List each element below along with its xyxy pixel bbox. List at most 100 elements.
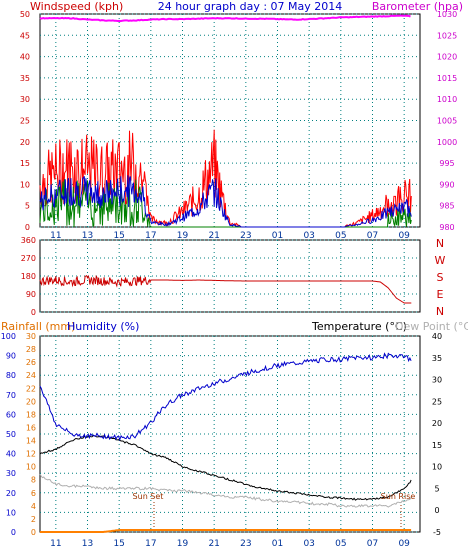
rain-tick-label: 6 [31, 489, 36, 498]
dewpoint-line [39, 474, 412, 508]
series-layer [39, 14, 412, 533]
wind-tick-label: 35 [20, 74, 30, 83]
direction-tick-label: 270 [21, 254, 36, 263]
x-tick-label-bottom: 11 [50, 539, 61, 549]
wind-tick-label: 25 [20, 117, 30, 126]
rain-tick-label: 2 [31, 515, 36, 524]
baro-tick-label: 1020 [437, 53, 457, 62]
windspeed-title: Windspeed (kph) [30, 0, 123, 13]
temp-tick-label: -5 [433, 528, 441, 537]
rain-tick-label: 16 [26, 423, 36, 432]
temperature-title: Temperature (°C) [311, 320, 407, 333]
rain-tick-label: 10 [26, 463, 36, 472]
humidity-tick-label: 30 [6, 469, 16, 478]
label-layer: 1111131315151717191921212323010103030505… [1, 10, 457, 549]
baro-tick-label: 1015 [437, 74, 457, 83]
graph-title: 24 hour graph day : 07 May 2014 [158, 0, 343, 13]
baro-tick-label: 995 [439, 159, 454, 168]
humidity-tick-label: 100 [1, 332, 16, 341]
rain-tick-label: 26 [26, 358, 36, 367]
rain-tick-label: 8 [31, 476, 36, 485]
sunrise-label: Sun Rise [381, 492, 416, 501]
x-tick-label-bottom: 09 [398, 539, 410, 549]
wind-tick-label: 0 [25, 223, 30, 232]
humidity-tick-label: 0 [11, 528, 16, 537]
rain-tick-label: 30 [26, 332, 36, 341]
baro-tick-label: 1025 [437, 31, 457, 40]
rain-tick-label: 0 [31, 528, 36, 537]
x-tick-label-bottom: 19 [177, 539, 189, 549]
rain-tick-label: 22 [26, 384, 36, 393]
x-tick-label-top: 01 [272, 231, 283, 241]
x-tick-label-bottom: 17 [145, 539, 156, 549]
temp-tick-label: 30 [432, 376, 442, 385]
direction-tick-label: 0 [31, 308, 36, 317]
wind-tick-label: 10 [20, 180, 30, 189]
x-tick-label-top: 07 [367, 231, 378, 241]
compass-label: N [436, 237, 444, 250]
x-tick-label-top: 15 [113, 231, 124, 241]
wind-tick-label: 45 [20, 31, 30, 40]
temp-tick-label: 10 [432, 463, 442, 472]
temp-tick-label: 5 [434, 484, 439, 493]
rainfall-line [40, 529, 412, 533]
rainfall-title: Rainfall (mm) [1, 320, 75, 333]
direction-tick-label: 180 [21, 272, 36, 281]
compass-label: E [437, 288, 444, 301]
humidity-line [39, 352, 412, 442]
x-tick-label-bottom: 07 [367, 539, 378, 549]
wind-average-line [39, 175, 412, 228]
barometer-line [39, 14, 411, 23]
humidity-tick-label: 90 [6, 352, 16, 361]
wind-green-line [39, 179, 412, 228]
x-tick-label-top: 13 [82, 231, 93, 241]
windspeed-line [39, 129, 412, 228]
rain-tick-label: 4 [31, 502, 36, 511]
compass-label: S [437, 271, 444, 284]
rain-tick-label: 20 [26, 397, 36, 406]
baro-tick-label: 985 [439, 202, 454, 211]
temp-tick-label: 0 [434, 506, 439, 515]
x-tick-label-bottom: 15 [113, 539, 124, 549]
humidity-tick-label: 70 [6, 391, 16, 400]
humidity-tick-label: 10 [6, 508, 16, 517]
x-tick-label-top: 09 [398, 231, 410, 241]
humidity-tick-label: 60 [6, 410, 16, 419]
temp-tick-label: 40 [432, 332, 442, 341]
humidity-tick-label: 80 [6, 371, 16, 380]
humidity-tick-label: 40 [6, 450, 16, 459]
temp-tick-label: 25 [432, 397, 442, 406]
temp-tick-label: 35 [432, 354, 442, 363]
wind-tick-label: 20 [20, 138, 30, 147]
wind-tick-label: 50 [20, 10, 30, 19]
rain-tick-label: 18 [26, 410, 36, 419]
temp-tick-label: 20 [432, 419, 442, 428]
baro-tick-label: 1005 [437, 117, 457, 126]
rain-tick-label: 14 [26, 437, 36, 446]
x-tick-label-top: 05 [335, 231, 346, 241]
x-tick-label-bottom: 03 [303, 539, 314, 549]
baro-tick-label: 1000 [437, 138, 457, 147]
temperature-line [39, 435, 412, 501]
x-tick-label-top: 03 [303, 231, 314, 241]
x-tick-label-top: 23 [240, 231, 251, 241]
sunset-label: Sun Set [133, 492, 164, 501]
wind-tick-label: 15 [20, 159, 30, 168]
wind-tick-label: 5 [25, 202, 30, 211]
x-tick-label-bottom: 23 [240, 539, 251, 549]
x-tick-label-top: 11 [50, 231, 61, 241]
wind-tick-label: 30 [20, 95, 30, 104]
compass-label: N [436, 305, 444, 318]
grid-layer [40, 13, 420, 533]
x-tick-label-top: 19 [177, 231, 189, 241]
dewpoint-title: Dew Point (°C) [395, 320, 468, 333]
x-tick-label-bottom: 05 [335, 539, 346, 549]
baro-tick-label: 990 [439, 180, 454, 189]
compass-label: W [435, 254, 446, 267]
wind-direction-line [39, 274, 412, 304]
direction-tick-label: 360 [21, 236, 36, 245]
humidity-tick-label: 20 [6, 489, 16, 498]
x-tick-label-top: 17 [145, 231, 156, 241]
